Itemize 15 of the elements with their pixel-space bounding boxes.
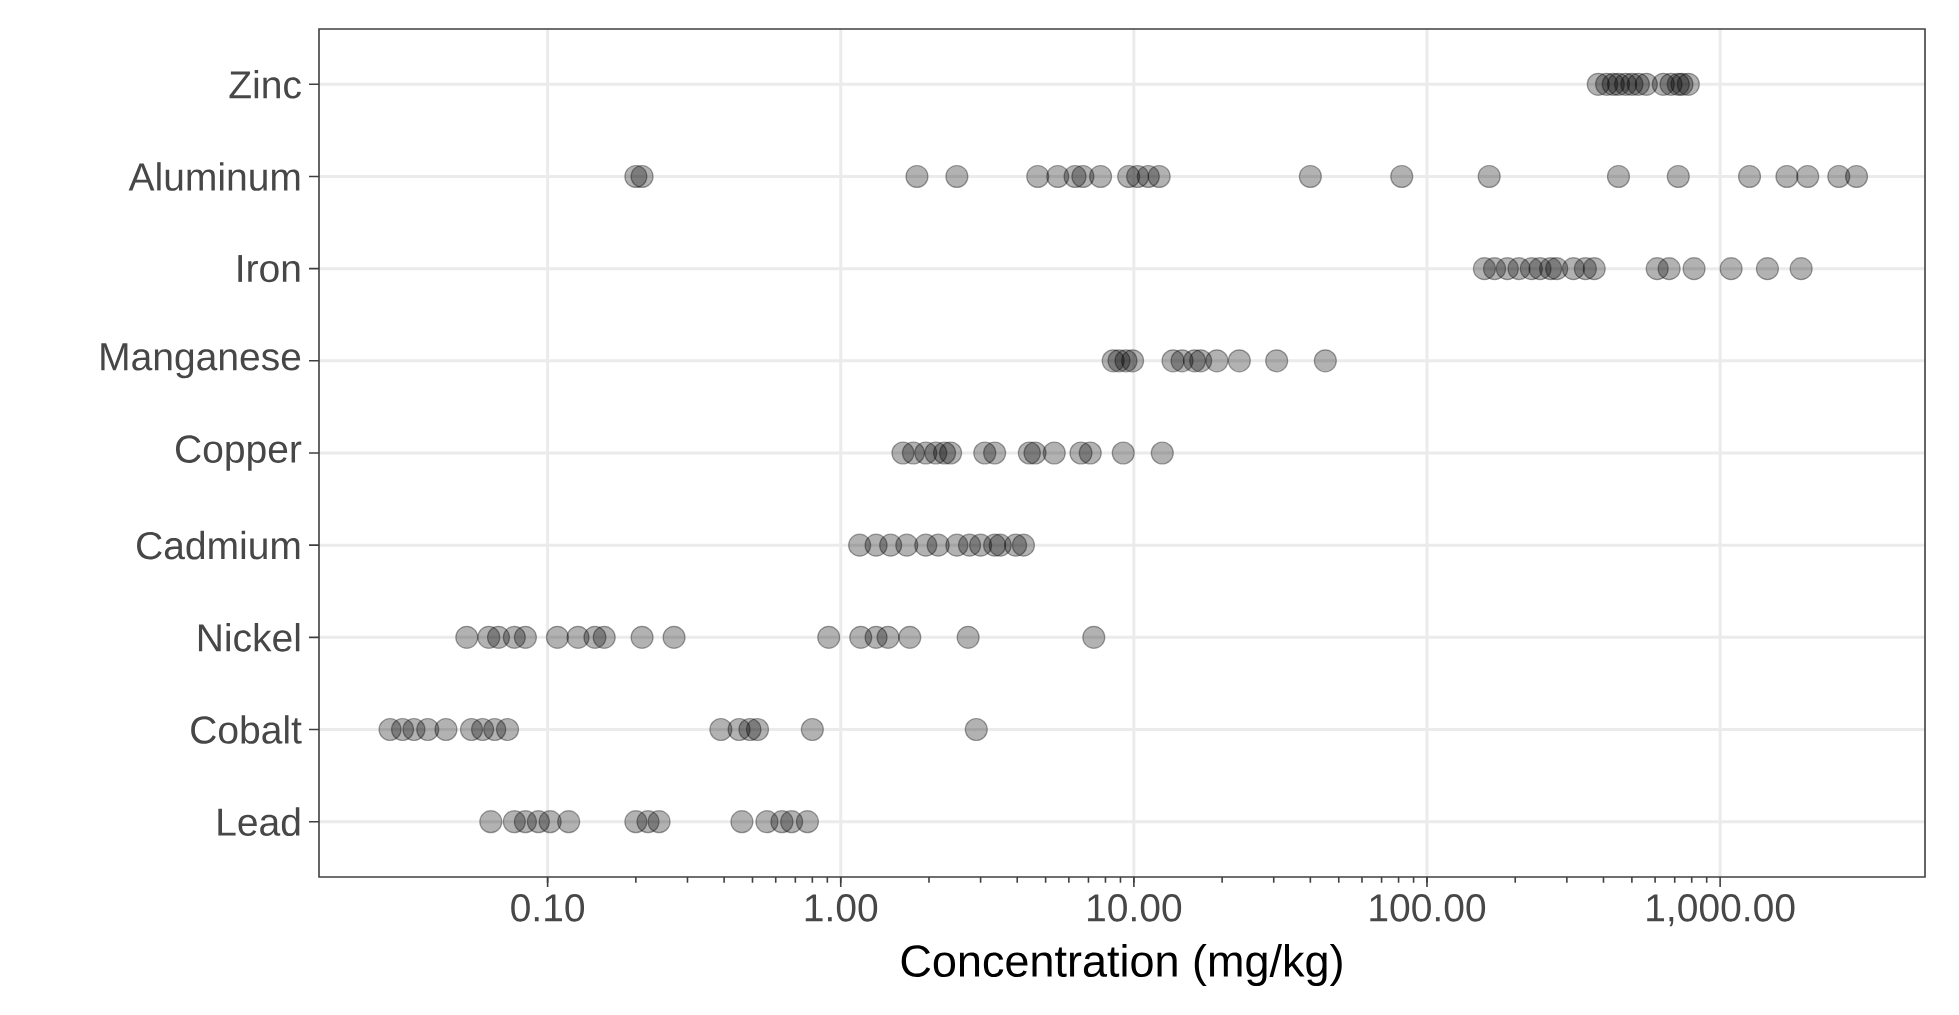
y-tick-label: Cadmium [137,530,300,560]
y-tick-label: Lead [218,807,300,836]
x-tick-label: 1,000.00 [1647,894,1795,927]
y-tick-label: Cobalt [191,715,302,744]
x-tick-label: 1.00 [805,894,878,922]
x-tick-label: 10.00 [1088,894,1182,922]
y-tick-label: Iron [238,255,300,283]
y-tick-label: Aluminum [128,162,300,191]
y-tick-label: Copper [176,435,302,471]
y-tick-label: Zinc [229,69,301,99]
y-tick-label: Manganese [101,343,301,379]
y-tick-label: Nickel [198,623,300,652]
x-axis-title: Concentration (mg/kg) [901,943,1342,986]
x-tick-label: 0.10 [511,894,585,922]
x-tick-label: 100.00 [1370,894,1486,922]
